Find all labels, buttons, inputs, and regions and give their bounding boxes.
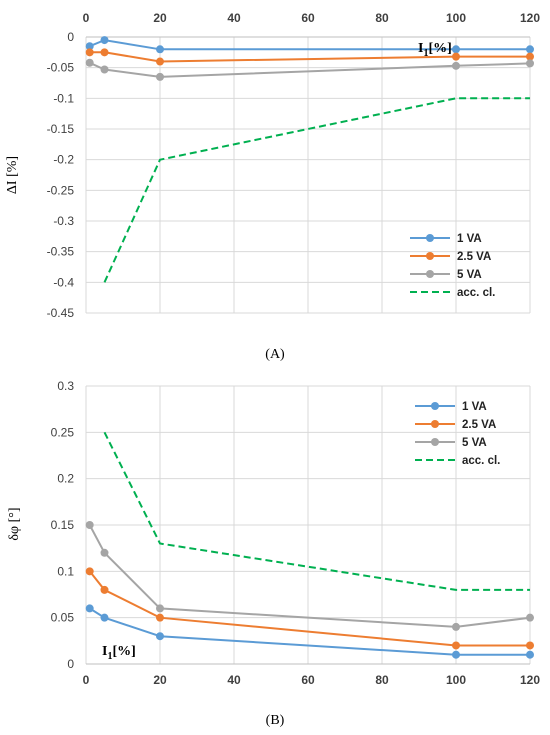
data-point	[452, 45, 460, 54]
data-point	[85, 604, 94, 613]
legend-marker	[431, 402, 439, 410]
data-point	[156, 45, 164, 54]
legend-label: acc. cl.	[462, 455, 500, 467]
y-tick-label: -0.1	[53, 91, 74, 105]
data-point	[452, 622, 460, 631]
data-point	[156, 613, 164, 622]
legend-marker	[426, 252, 434, 260]
y-tick-label: -0.35	[47, 245, 75, 259]
data-point	[526, 52, 534, 61]
y-tick-label: -0.2	[53, 153, 74, 167]
y-tick-label: 0.05	[51, 611, 75, 625]
y-tick-label: 0.15	[51, 518, 75, 532]
y-axis-title: δφ [°]	[7, 507, 22, 540]
data-point	[156, 72, 164, 81]
y-tick-label: -0.05	[47, 61, 75, 75]
data-point	[452, 52, 460, 61]
x-tick-label: 20	[153, 11, 167, 25]
data-point	[85, 42, 94, 51]
legend-label: 2.5 VA	[462, 419, 496, 431]
data-point	[526, 45, 534, 54]
x-tick-label: 120	[520, 673, 540, 687]
x-tick-label: 80	[375, 11, 389, 25]
data-point	[526, 650, 534, 659]
y-tick-label: 0.25	[51, 425, 75, 439]
x-tick-label: 40	[227, 11, 241, 25]
data-point	[452, 61, 460, 70]
legend-marker	[431, 420, 439, 428]
x-tick-label: 100	[446, 673, 466, 687]
y-tick-label: 0.3	[57, 379, 74, 393]
y-tick-label: -0.4	[53, 275, 74, 289]
data-point	[85, 567, 94, 576]
legend-label: 1 VA	[462, 401, 487, 413]
x-tick-label: 80	[375, 673, 389, 687]
x-axis-title: I1[%]	[102, 644, 136, 662]
y-tick-label: 0.2	[57, 472, 74, 486]
legend-label: acc. cl.	[457, 287, 495, 299]
x-tick-label: 40	[227, 673, 241, 687]
data-point	[100, 65, 109, 74]
x-tick-label: 0	[83, 11, 90, 25]
data-point	[526, 59, 534, 68]
data-point	[526, 641, 534, 650]
y-tick-label: 0	[67, 30, 74, 44]
x-tick-label: 60	[301, 673, 315, 687]
chart-a: 0 20 40 60 80 100 120 0 -0.05 -0.1 -0.15 -0.2 -0.25 -…	[5, 11, 540, 362]
data-point	[100, 36, 109, 45]
x-tick-label: 60	[301, 11, 315, 25]
x-tick-label: 120	[520, 11, 540, 25]
legend-label: 5 VA	[457, 269, 482, 281]
data-point	[100, 48, 109, 57]
data-point	[85, 58, 94, 67]
panel-label: (A)	[265, 347, 285, 362]
data-point	[156, 57, 164, 66]
x-tick-label: 100	[446, 11, 466, 25]
data-point	[100, 585, 109, 594]
y-axis-title: ΔI [%]	[5, 156, 20, 194]
data-point	[452, 641, 460, 650]
legend-label: 5 VA	[462, 437, 487, 449]
x-tick-label: 0	[83, 673, 90, 687]
y-tick-label: -0.15	[47, 122, 75, 136]
data-point	[452, 650, 460, 659]
y-tick-label: -0.45	[47, 306, 75, 320]
y-tick-label: 0	[67, 657, 74, 671]
chart-b: 0 20 40 60 80 100 120 0 0.05 0.1 0.15 0.2 0.25 0.3 1 V…	[7, 379, 540, 728]
data-point	[156, 632, 164, 641]
data-point	[156, 604, 164, 613]
data-point	[100, 548, 109, 557]
legend-marker	[426, 234, 434, 242]
data-point	[85, 48, 94, 57]
legend-marker	[426, 270, 434, 278]
panel-label: (B)	[266, 713, 285, 728]
y-tick-label: 0.1	[57, 564, 74, 578]
data-point	[85, 521, 94, 529]
y-tick-label: -0.25	[47, 183, 75, 197]
data-point	[100, 613, 109, 622]
x-tick-label: 20	[153, 673, 167, 687]
data-point	[526, 613, 534, 622]
series-line	[103, 97, 530, 283]
legend-label: 1 VA	[457, 233, 482, 245]
legend-marker	[431, 438, 439, 446]
x-axis-title: I1[%]	[418, 41, 452, 59]
legend-label: 2.5 VA	[457, 251, 491, 263]
y-tick-label: -0.3	[53, 214, 74, 228]
